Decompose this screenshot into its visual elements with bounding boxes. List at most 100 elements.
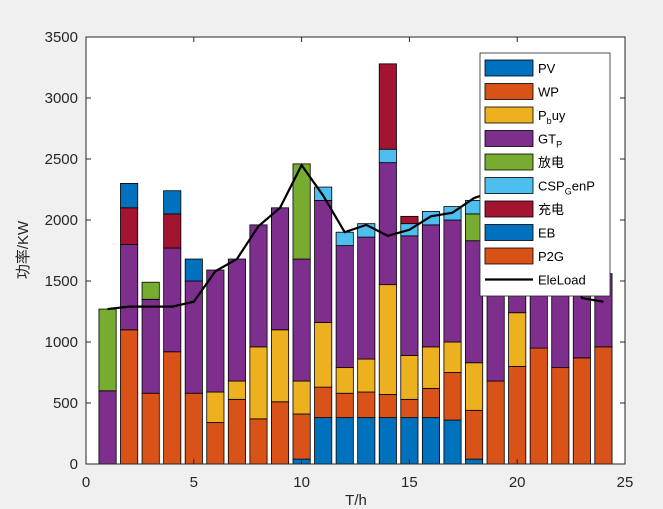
x-tick-label: 0 <box>82 474 90 491</box>
y-tick-label: 500 <box>53 395 78 412</box>
bar-WP-20 <box>508 365 527 465</box>
bar-WP-14 <box>378 394 397 419</box>
bar-充电-15 <box>400 215 419 225</box>
legend-label-P: Pbuy <box>538 108 566 126</box>
legend-label-P2G: P2G <box>538 249 564 264</box>
legend-label-GT: GTP <box>538 132 562 150</box>
bar-GT-8 <box>249 224 268 348</box>
bar-GT-2 <box>120 243 139 331</box>
bar-WP-4 <box>163 351 182 465</box>
bar-P-17 <box>443 341 462 373</box>
x-tick-label: 25 <box>617 474 634 491</box>
bar-WP-18 <box>465 409 484 460</box>
x-tick-label: 5 <box>190 474 198 491</box>
x-tick-label: 15 <box>401 474 418 491</box>
bar-放电-3 <box>141 281 160 300</box>
bar-CSP-14 <box>378 148 397 164</box>
legend-label-充电: 充电 <box>538 202 564 217</box>
bar-GT-7 <box>227 258 246 382</box>
bar-WP-16 <box>421 387 440 419</box>
bar-base-14 <box>378 417 397 465</box>
bar-WP-3 <box>141 392 160 465</box>
bar-WP-11 <box>314 386 333 419</box>
bar-GT-9 <box>271 207 290 331</box>
bar-WP-2 <box>120 329 139 465</box>
bar-GT-10 <box>292 258 311 382</box>
legend-swatch-GT <box>484 130 534 147</box>
bar-WP-9 <box>271 401 290 465</box>
bar-GT-13 <box>357 236 376 360</box>
x-tick-label: 10 <box>293 474 310 491</box>
bar-WP-21 <box>529 347 548 465</box>
x-tick-label: 20 <box>509 474 526 491</box>
bar-base-15 <box>400 417 419 465</box>
bar-P-7 <box>227 380 246 400</box>
bar-P-10 <box>292 380 311 415</box>
bar-CSP-12 <box>335 231 354 247</box>
bar-放电-1 <box>98 308 117 392</box>
bar-P-18 <box>465 362 484 411</box>
legend-swatch-P2G <box>484 247 534 265</box>
bar-GT-11 <box>314 200 333 323</box>
bar-base-17 <box>443 419 462 465</box>
y-tick-label: 2000 <box>45 212 78 229</box>
legend-swatch-放电 <box>484 153 534 171</box>
bar-GT-6 <box>206 269 225 393</box>
bar-PV-18 <box>465 458 484 465</box>
bar-base-16 <box>421 417 440 465</box>
bar-P-12 <box>335 367 354 394</box>
bar-WP-5 <box>184 392 203 465</box>
axes-layer: 0 5 10 15 20 25 0 500 1000 1500 2000 2500 3000 3500 <box>45 29 634 491</box>
bar-WP-24 <box>594 346 613 465</box>
legend-swatch-WP <box>484 83 534 100</box>
legend-label-eleload: EleLoad <box>538 273 586 288</box>
bar-P-14 <box>378 284 397 395</box>
bar-WP-15 <box>400 398 419 419</box>
bar-WP-12 <box>335 392 354 419</box>
bar-充电-14 <box>378 63 397 150</box>
y-tick-label: 3500 <box>45 29 78 46</box>
bar-WP-23 <box>572 357 591 465</box>
bar-P-15 <box>400 355 419 400</box>
bar-GT-1 <box>98 390 117 465</box>
y-tick-label: 2500 <box>45 151 78 168</box>
bar-WP-6 <box>206 422 225 465</box>
bar-充电-2 <box>120 207 139 245</box>
bar-WP-10 <box>292 413 311 460</box>
bar-EB-2 <box>120 182 139 209</box>
bar-GT-17 <box>443 219 462 343</box>
legend-swatch-PV <box>484 59 534 77</box>
bar-WP-22 <box>551 367 570 465</box>
bar-WP-7 <box>227 398 246 465</box>
bar-base-13 <box>357 417 376 465</box>
legend-label-CSP: CSPGenP <box>538 179 595 197</box>
legend-swatch-CSP <box>484 177 534 194</box>
legend-label-EB: EB <box>538 226 555 241</box>
bar-EB-5 <box>184 258 203 282</box>
legend-swatch-充电 <box>484 200 534 218</box>
y-tick-label: 1500 <box>45 273 78 290</box>
bar-base-11 <box>314 417 333 465</box>
legend-label-WP: WP <box>538 85 559 100</box>
legend-label-放电: 放电 <box>538 155 564 170</box>
bar-GT-14 <box>378 162 397 286</box>
bar-P-13 <box>357 358 376 393</box>
y-axis-label: 功率/KW <box>15 220 32 279</box>
bar-WP-8 <box>249 418 268 465</box>
bar-WP-13 <box>357 391 376 419</box>
bar-EB-4 <box>163 190 182 215</box>
bar-P-9 <box>271 329 290 403</box>
bar-P-11 <box>314 322 333 388</box>
bar-GT-4 <box>163 247 182 353</box>
bar-CSP-16 <box>421 211 440 226</box>
x-axis-label: T/h <box>345 492 367 509</box>
bar-WP-19 <box>486 380 505 465</box>
bar-P-8 <box>249 346 268 420</box>
bar-base-12 <box>335 417 354 465</box>
bar-GT-5 <box>184 280 203 394</box>
legend-label-PV: PV <box>538 61 556 76</box>
bar-P-20 <box>508 312 527 367</box>
legend-swatch-P <box>484 106 534 124</box>
y-tick-label: 1000 <box>45 334 78 351</box>
